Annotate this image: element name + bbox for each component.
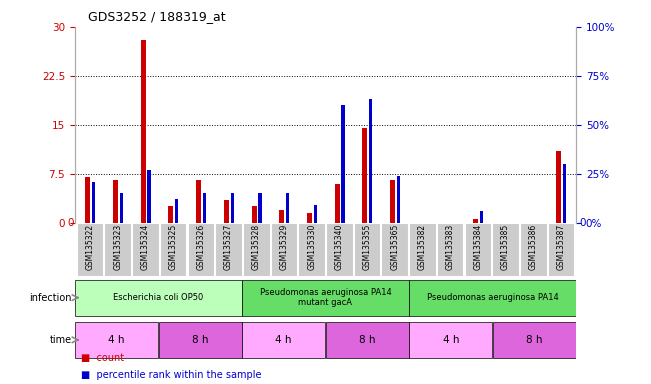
- Text: GDS3252 / 188319_at: GDS3252 / 188319_at: [88, 10, 225, 23]
- Bar: [307, 213, 312, 223]
- Bar: [175, 199, 178, 223]
- Bar: [353, 223, 380, 276]
- Bar: [465, 223, 491, 276]
- Text: 4 h: 4 h: [443, 335, 459, 345]
- Bar: [187, 223, 214, 276]
- Bar: [224, 200, 229, 223]
- Bar: [286, 194, 289, 223]
- Bar: [147, 170, 151, 223]
- Bar: [314, 205, 317, 223]
- Bar: [298, 223, 325, 276]
- Text: infection: infection: [29, 293, 72, 303]
- Bar: [547, 223, 574, 276]
- Bar: [326, 322, 409, 358]
- Bar: [203, 194, 206, 223]
- Bar: [520, 223, 546, 276]
- Bar: [341, 105, 344, 223]
- Text: GSM135326: GSM135326: [197, 224, 205, 270]
- Text: GSM135340: GSM135340: [335, 224, 344, 270]
- Bar: [279, 210, 284, 223]
- Text: 4 h: 4 h: [275, 335, 292, 345]
- Bar: [243, 223, 270, 276]
- Bar: [409, 223, 436, 276]
- Bar: [381, 223, 408, 276]
- Bar: [169, 207, 173, 223]
- Bar: [120, 194, 123, 223]
- Bar: [242, 322, 326, 358]
- Bar: [92, 182, 95, 223]
- Text: GSM135384: GSM135384: [473, 224, 482, 270]
- Text: GSM135382: GSM135382: [418, 224, 427, 270]
- Bar: [75, 280, 242, 316]
- Text: 8 h: 8 h: [359, 335, 376, 345]
- Bar: [556, 151, 561, 223]
- Text: GSM135387: GSM135387: [557, 224, 566, 270]
- Bar: [437, 223, 464, 276]
- Bar: [215, 223, 242, 276]
- Bar: [409, 322, 492, 358]
- Bar: [75, 322, 158, 358]
- Bar: [132, 223, 159, 276]
- Bar: [396, 176, 400, 223]
- Bar: [141, 40, 146, 223]
- Bar: [230, 194, 234, 223]
- Text: 8 h: 8 h: [192, 335, 208, 345]
- Text: GSM135323: GSM135323: [113, 224, 122, 270]
- Bar: [409, 280, 576, 316]
- Text: ■  percentile rank within the sample: ■ percentile rank within the sample: [81, 370, 262, 380]
- Text: GSM135324: GSM135324: [141, 224, 150, 270]
- Bar: [242, 280, 409, 316]
- Bar: [160, 223, 186, 276]
- Bar: [85, 177, 90, 223]
- Text: ■  count: ■ count: [81, 353, 124, 363]
- Text: GSM135365: GSM135365: [390, 224, 399, 270]
- Text: Pseudomonas aeruginosa PA14
mutant gacA: Pseudomonas aeruginosa PA14 mutant gacA: [260, 288, 391, 307]
- Bar: [492, 223, 519, 276]
- Text: GSM135322: GSM135322: [85, 224, 94, 270]
- Bar: [251, 207, 256, 223]
- Text: GSM135328: GSM135328: [252, 224, 261, 270]
- Bar: [473, 220, 478, 223]
- Bar: [390, 180, 395, 223]
- Text: 4 h: 4 h: [108, 335, 125, 345]
- Bar: [77, 223, 104, 276]
- Text: GSM135325: GSM135325: [169, 224, 178, 270]
- Bar: [563, 164, 566, 223]
- Text: GSM135329: GSM135329: [279, 224, 288, 270]
- Bar: [105, 223, 131, 276]
- Text: GSM135355: GSM135355: [363, 224, 372, 270]
- Bar: [159, 322, 242, 358]
- Text: 8 h: 8 h: [526, 335, 543, 345]
- Text: GSM135386: GSM135386: [529, 224, 538, 270]
- Bar: [196, 180, 201, 223]
- Bar: [113, 180, 118, 223]
- Bar: [493, 322, 576, 358]
- Text: Escherichia coli OP50: Escherichia coli OP50: [113, 293, 204, 302]
- Bar: [335, 184, 340, 223]
- Text: GSM135330: GSM135330: [307, 224, 316, 270]
- Text: 0: 0: [579, 218, 586, 228]
- Bar: [369, 99, 372, 223]
- Bar: [480, 211, 483, 223]
- Text: time: time: [49, 335, 72, 345]
- Bar: [258, 194, 262, 223]
- Bar: [271, 223, 298, 276]
- Bar: [363, 128, 367, 223]
- Text: GSM135327: GSM135327: [224, 224, 233, 270]
- Text: GSM135385: GSM135385: [501, 224, 510, 270]
- Bar: [326, 223, 353, 276]
- Text: 0: 0: [68, 218, 74, 228]
- Text: Pseudomonas aeruginosa PA14: Pseudomonas aeruginosa PA14: [426, 293, 559, 302]
- Text: GSM135383: GSM135383: [446, 224, 454, 270]
